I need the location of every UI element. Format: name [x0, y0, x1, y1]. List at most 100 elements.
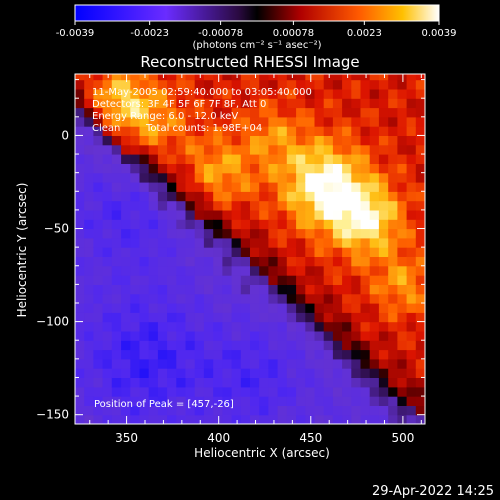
- heatmap-cell: [121, 312, 131, 323]
- heatmap-cell: [93, 200, 104, 211]
- annotation-total-counts: Total counts: 1.98E+04: [145, 123, 262, 134]
- heatmap-cell: [388, 303, 398, 313]
- heatmap-cell: [369, 247, 380, 257]
- heatmap-cell: [388, 293, 398, 304]
- heatmap-cell: [213, 368, 223, 378]
- heatmap-cell: [203, 405, 214, 416]
- heatmap-cell: [250, 74, 260, 81]
- heatmap-cell: [148, 340, 159, 351]
- heatmap-cell: [360, 79, 371, 90]
- heatmap-cell: [139, 321, 150, 332]
- heatmap-cell: [139, 377, 150, 388]
- heatmap-cell: [314, 405, 325, 416]
- heatmap-cell: [314, 386, 325, 397]
- heatmap-cell: [139, 88, 150, 99]
- heatmap-cell: [296, 219, 306, 230]
- heatmap-cell: [323, 284, 334, 295]
- heatmap-cell: [305, 396, 316, 406]
- heatmap-cell: [388, 312, 398, 323]
- heatmap-cell: [93, 330, 104, 341]
- heatmap-cell: [148, 107, 159, 118]
- heatmap-cell: [332, 349, 343, 360]
- heatmap-cell: [342, 414, 352, 424]
- heatmap-cell: [286, 172, 297, 183]
- heatmap-cell: [250, 377, 260, 388]
- heatmap-cell: [167, 219, 177, 230]
- heatmap-cell: [111, 368, 122, 378]
- heatmap-cell: [194, 405, 205, 416]
- heatmap-cell: [351, 88, 362, 99]
- heatmap-cell: [397, 405, 408, 416]
- heatmap-cell: [314, 247, 325, 257]
- heatmap-cell: [121, 79, 131, 90]
- heatmap-cell: [268, 172, 279, 183]
- heatmap-cell: [111, 247, 122, 257]
- heatmap-cell: [351, 414, 362, 424]
- heatmap-cell: [130, 368, 141, 378]
- heatmap-cell: [222, 377, 233, 388]
- heatmap-cell: [351, 182, 362, 192]
- heatmap-cell: [277, 182, 288, 192]
- heatmap-cell: [121, 154, 131, 164]
- heatmap-cell: [360, 275, 371, 285]
- heatmap-cell: [176, 265, 187, 276]
- heatmap-cell: [314, 330, 325, 341]
- heatmap-cell: [296, 116, 306, 127]
- annotation-method: Clean: [92, 123, 120, 134]
- heatmap-cell: [167, 312, 177, 323]
- heatmap-cell: [332, 182, 343, 192]
- heatmap-cell: [378, 126, 389, 136]
- heatmap-cell: [305, 340, 316, 351]
- heatmap-cell: [342, 349, 352, 360]
- heatmap-cell: [277, 321, 288, 332]
- heatmap-cell: [231, 330, 242, 341]
- heatmap-cell: [222, 228, 233, 239]
- heatmap-cell: [360, 237, 371, 248]
- heatmap-cell: [406, 321, 417, 332]
- heatmap-cell: [268, 79, 279, 90]
- heatmap-cell: [75, 312, 85, 323]
- heatmap-cell: [176, 358, 187, 369]
- heatmap-cell: [305, 293, 316, 304]
- heatmap-cell: [378, 98, 389, 109]
- heatmap-cell: [360, 293, 371, 304]
- heatmap-cell: [360, 116, 371, 127]
- annotation-detectors: Detectors: 3F 4F 5F 6F 7F 8F, Att 0: [92, 99, 266, 110]
- heatmap-cell: [240, 88, 251, 99]
- heatmap-cell: [277, 275, 288, 285]
- heatmap-cell: [351, 191, 362, 202]
- heatmap-cell: [93, 116, 104, 127]
- heatmap-cell: [268, 209, 279, 220]
- heatmap-cell: [388, 358, 398, 369]
- heatmap-cell: [268, 88, 279, 99]
- heatmap-cell: [203, 219, 214, 230]
- heatmap-cell: [194, 126, 205, 136]
- heatmap-cell: [286, 340, 297, 351]
- heatmap-cell: [203, 163, 214, 174]
- heatmap-cell: [176, 330, 187, 341]
- heatmap-cell: [194, 275, 205, 285]
- heatmap-cell: [75, 265, 85, 276]
- heatmap-cell: [93, 219, 104, 230]
- heatmap-cell: [121, 116, 131, 127]
- heatmap-cell: [222, 405, 233, 416]
- heatmap-cell: [277, 349, 288, 360]
- heatmap-cell: [194, 144, 205, 155]
- heatmap-cell: [388, 237, 398, 248]
- y-tick-label: 0: [61, 128, 69, 142]
- heatmap-cell: [148, 349, 159, 360]
- heatmap-cell: [406, 275, 417, 285]
- heatmap-cell: [332, 79, 343, 90]
- heatmap-cell: [111, 377, 122, 388]
- heatmap-cell: [369, 321, 380, 332]
- heatmap-cell: [323, 293, 334, 304]
- heatmap-cell: [185, 209, 196, 220]
- heatmap-cell: [240, 275, 251, 285]
- heatmap-cell: [167, 293, 177, 304]
- heatmap-cell: [148, 182, 159, 192]
- heatmap-cell: [231, 349, 242, 360]
- heatmap-cell: [157, 182, 168, 192]
- heatmap-cell: [139, 209, 150, 220]
- heatmap-cell: [222, 219, 233, 230]
- heatmap-cell: [406, 219, 417, 230]
